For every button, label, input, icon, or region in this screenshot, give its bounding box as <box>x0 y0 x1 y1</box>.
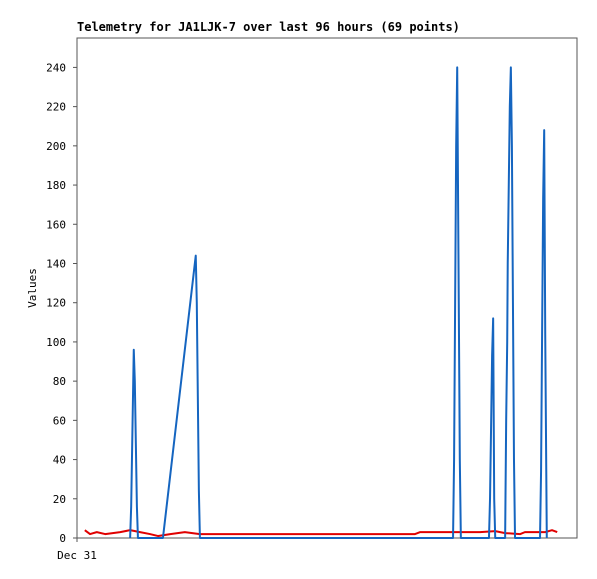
y-tick-label: 60 <box>53 414 66 427</box>
y-tick-label: 80 <box>53 375 66 388</box>
plot-frame <box>76 37 578 539</box>
y-tick-label: 200 <box>46 140 66 153</box>
series-line <box>129 66 548 539</box>
y-tick-label: 40 <box>53 454 66 467</box>
y-tick-label: 220 <box>46 101 66 114</box>
y-tick-label: 160 <box>46 218 66 231</box>
y-tick-label: 180 <box>46 179 66 192</box>
y-axis-label: Values <box>26 268 39 308</box>
y-tick-label: 100 <box>46 336 66 349</box>
chart-title: Telemetry for JA1LJK-7 over last 96 hour… <box>77 20 460 34</box>
y-tick-label: 20 <box>53 493 66 506</box>
x-tick-label: Dec 31 <box>57 549 97 562</box>
y-tick-label: 120 <box>46 297 66 310</box>
y-tick-label: 140 <box>46 257 66 270</box>
y-tick-label: 240 <box>46 61 66 74</box>
series-line <box>84 529 558 538</box>
y-tick-label: 0 <box>59 532 66 545</box>
